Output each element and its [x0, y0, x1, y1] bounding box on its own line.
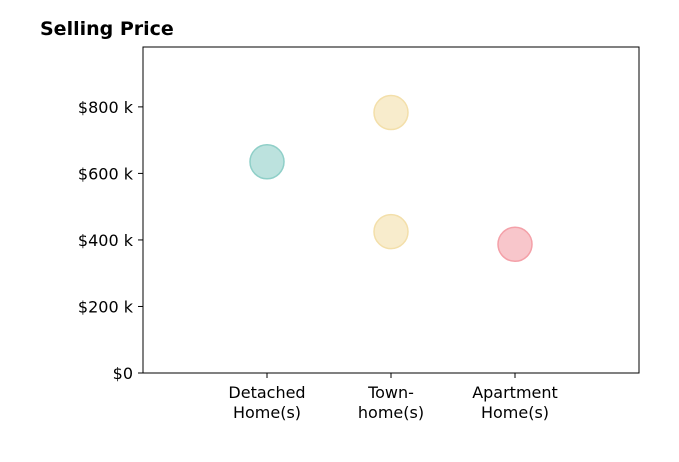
x-tick-label-line: Apartment [472, 383, 558, 402]
x-tick-label-line: Home(s) [481, 403, 549, 422]
x-tick-label: Town-home(s) [358, 383, 424, 422]
y-tick-label: $600 k [78, 164, 134, 183]
data-point [373, 213, 409, 250]
y-tick-label: $400 k [78, 231, 134, 250]
x-tick-label-line: Town- [367, 383, 414, 402]
data-point [249, 144, 285, 180]
x-tick-label-line: Home(s) [233, 403, 301, 422]
x-tick-label: Apartment Home(s) [472, 383, 558, 422]
data-point [497, 226, 533, 263]
x-tick-label-line: home(s) [358, 403, 424, 422]
data-point [373, 94, 409, 131]
chart-title: Selling Price [40, 18, 174, 40]
data-points [249, 94, 533, 263]
y-tick-label: $200 k [78, 297, 134, 316]
y-axis: $0 $200 k $400 k $600 k $800 k [78, 98, 143, 383]
x-axis: Detached Home(s)Town-home(s)Apartment Home… [228, 373, 558, 422]
y-tick-label: $0 [113, 364, 133, 383]
x-tick-label-line: Detached [228, 383, 305, 402]
x-tick-label: Detached Home(s) [228, 383, 305, 422]
y-tick-label: $800 k [78, 98, 134, 117]
